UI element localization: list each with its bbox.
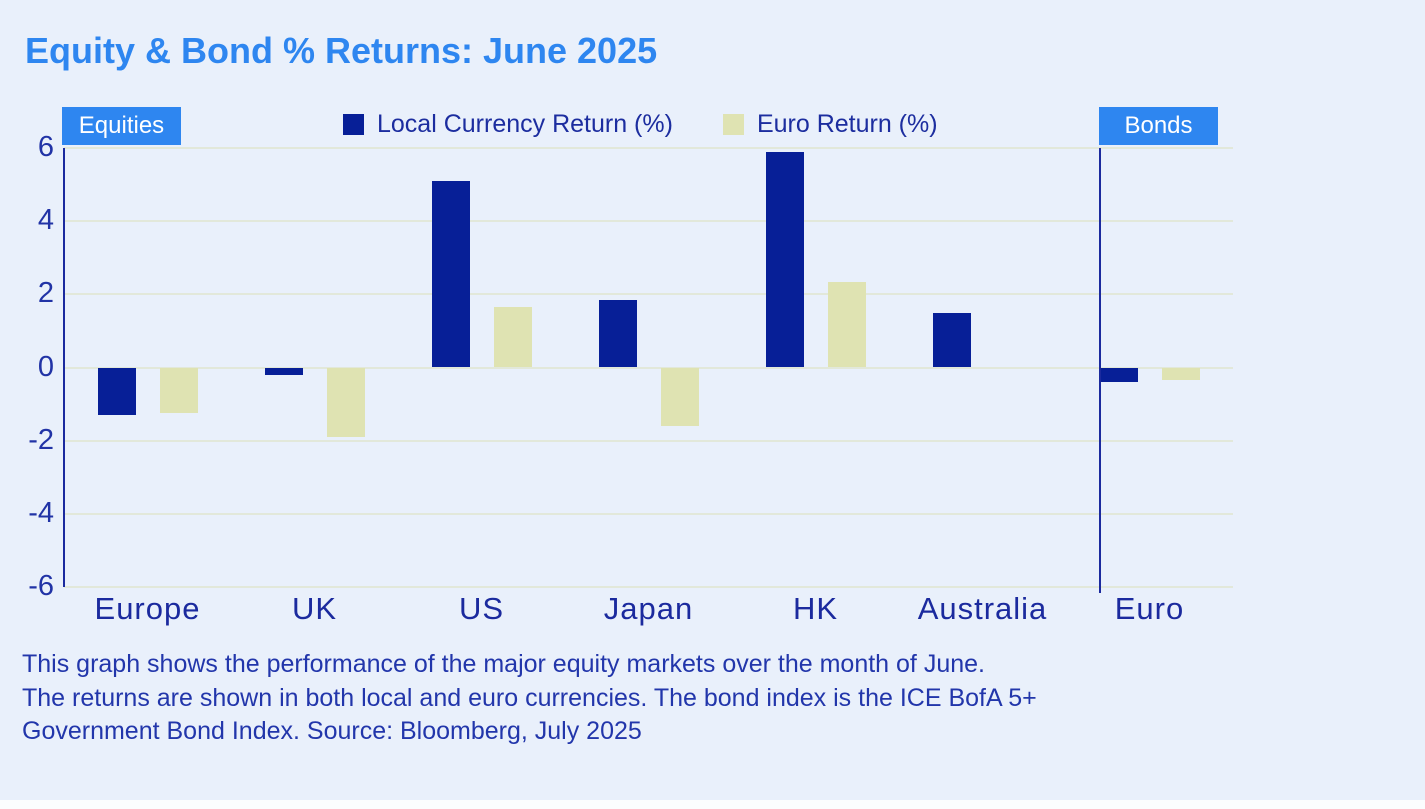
x-axis-label-australia: Australia (917, 591, 1048, 626)
euro-return-swatch-icon (722, 114, 744, 135)
legend-label: Local Currency Return (%) (377, 110, 673, 138)
gridline-y--6 (64, 585, 1233, 588)
bonds-separator-line (1099, 148, 1101, 593)
x-axis-label-japan: Japan (603, 591, 694, 626)
gridline-y--4 (64, 512, 1233, 515)
legend-item-local-currency: Local Currency Return (%) (343, 110, 673, 139)
x-axis-label-europe: Europe (94, 591, 201, 626)
bar-hk-local (765, 151, 804, 368)
y-axis-tick-label: -6 (28, 569, 54, 602)
bar-hk-euro (827, 281, 866, 368)
bar-us-local (431, 181, 470, 368)
legend-item-euro-return: Euro Return (%) (722, 110, 938, 139)
page-bottom-edge (0, 800, 1425, 809)
y-axis-line (63, 148, 65, 587)
gridline-y--2 (64, 439, 1233, 442)
bar-euro-local (1099, 367, 1138, 383)
legend-label: Euro Return (%) (756, 110, 938, 138)
bar-australia-local (932, 312, 971, 368)
gridline-y-0 (64, 366, 1233, 369)
equities-section-chip[interactable]: Equities (62, 107, 181, 145)
bar-japan-euro (660, 367, 699, 426)
gridline-y-6 (64, 147, 1233, 150)
bar-euro-euro (1161, 367, 1200, 381)
local-currency-swatch-icon (343, 114, 364, 135)
caption-line: This graph shows the performance of the … (22, 650, 985, 678)
gridline-y-4 (64, 220, 1233, 223)
bar-europe-euro (159, 367, 198, 414)
y-axis-tick-label: -4 (28, 496, 54, 529)
gridline-y-2 (64, 293, 1233, 296)
bar-europe-local (97, 367, 136, 415)
bar-uk-local (264, 367, 303, 375)
bar-us-euro (493, 307, 532, 368)
x-axis-label-hk: HK (792, 591, 839, 626)
x-axis-label-uk: UK (291, 591, 338, 626)
x-axis-label-euro: Euro (1114, 591, 1185, 626)
caption-line: The returns are shown in both local and … (22, 683, 1037, 712)
chart-title: Equity & Bond % Returns: June 2025 (25, 30, 658, 71)
y-axis-tick-label: 0 (37, 350, 54, 383)
y-axis-tick-label: 6 (37, 131, 54, 164)
bar-uk-euro (326, 367, 365, 437)
x-axis-label-us: US (458, 591, 505, 626)
caption-line: Government Bond Index. Source: Bloomberg… (22, 717, 642, 745)
bar-japan-local (598, 299, 637, 368)
y-axis-tick-label: 2 (37, 277, 54, 310)
chart-legend: Local Currency Return (%) Euro Return (%… (343, 110, 938, 139)
y-axis-tick-label: 4 (37, 204, 54, 237)
bonds-section-chip[interactable]: Bonds (1099, 107, 1218, 145)
y-axis-tick-label: -2 (28, 423, 54, 456)
chart-caption: This graph shows the performance of the … (22, 648, 1037, 749)
